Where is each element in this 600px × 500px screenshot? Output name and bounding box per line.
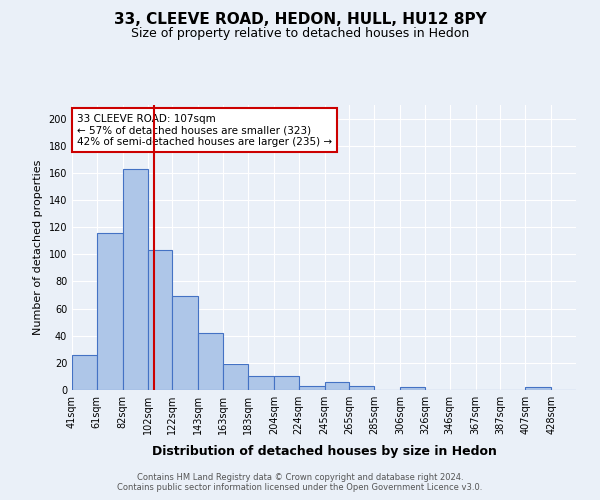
Bar [525,388,551,390]
Bar [199,333,223,390]
Bar [223,364,248,390]
Bar [123,169,148,390]
Text: 33, CLEEVE ROAD, HEDON, HULL, HU12 8PY: 33, CLEEVE ROAD, HEDON, HULL, HU12 8PY [113,12,487,28]
Text: Size of property relative to detached houses in Hedon: Size of property relative to detached ho… [131,28,469,40]
Bar [97,232,123,390]
Text: Contains HM Land Registry data © Crown copyright and database right 2024.
Contai: Contains HM Land Registry data © Crown c… [118,473,482,492]
Bar [148,250,172,390]
Y-axis label: Number of detached properties: Number of detached properties [33,160,43,335]
X-axis label: Distribution of detached houses by size in Hedon: Distribution of detached houses by size … [152,446,496,458]
Bar [349,386,374,390]
Bar [325,382,349,390]
Bar [299,386,325,390]
Bar [72,354,97,390]
Bar [172,296,199,390]
Text: 33 CLEEVE ROAD: 107sqm
← 57% of detached houses are smaller (323)
42% of semi-de: 33 CLEEVE ROAD: 107sqm ← 57% of detached… [77,114,332,147]
Bar [274,376,299,390]
Bar [400,388,425,390]
Bar [248,376,274,390]
